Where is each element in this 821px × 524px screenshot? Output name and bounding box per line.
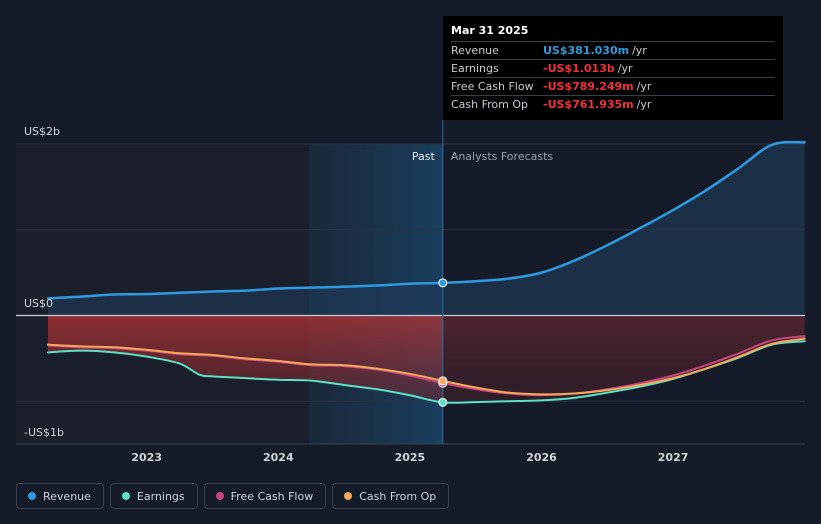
revenue-area bbox=[48, 142, 805, 316]
series-line-revenue bbox=[46, 140, 806, 300]
tooltip-label: Cash From Op bbox=[451, 97, 529, 111]
tooltip-label: Earnings bbox=[451, 61, 499, 75]
tooltip-unit: /yr bbox=[632, 43, 647, 57]
negative-area-forecast-fill bbox=[443, 315, 805, 403]
x-tick-label: 2027 bbox=[658, 451, 689, 464]
legend-label: Cash From Op bbox=[359, 489, 437, 503]
chart-legend: Revenue Earnings Free Cash Flow Cash Fro… bbox=[16, 483, 450, 509]
legend-label: Earnings bbox=[136, 489, 185, 503]
tooltip-row-cash-from-op: Cash From Op -US$761.935m /yr bbox=[451, 95, 775, 113]
legend-item-revenue[interactable]: Revenue bbox=[16, 483, 104, 509]
series-line-cash-from-op bbox=[47, 337, 806, 396]
negative-area-forecast bbox=[443, 315, 805, 403]
past-label: Past bbox=[412, 150, 436, 163]
tooltip-label: Revenue bbox=[451, 43, 499, 57]
legend-label: Free Cash Flow bbox=[230, 489, 314, 503]
legend-label: Revenue bbox=[43, 489, 91, 503]
tooltip-value: -US$761.935m bbox=[543, 97, 634, 111]
x-tick-label: 2024 bbox=[263, 451, 294, 464]
legend-item-free-cash-flow[interactable]: Free Cash Flow bbox=[203, 483, 327, 509]
highlight-point-revenue bbox=[438, 278, 448, 288]
x-tick-label: 2026 bbox=[526, 451, 557, 464]
tooltip-row-revenue: Revenue US$381.030m /yr bbox=[451, 41, 775, 59]
y-axis-label: US$0 bbox=[24, 297, 53, 310]
y-axis-label: -US$1b bbox=[24, 426, 64, 439]
legend-item-cash-from-op[interactable]: Cash From Op bbox=[332, 483, 450, 509]
tooltip-unit: /yr bbox=[636, 79, 652, 93]
cash-from-op-dot-icon bbox=[344, 492, 353, 500]
financial-chart: US$2b US$0 -US$1b 2023 2024 2025 2026 2027 Past A… bbox=[16, 120, 806, 464]
revenue-dot-icon bbox=[28, 492, 36, 500]
tooltip-unit: /yr bbox=[617, 61, 633, 75]
tooltip-value: US$381.030m bbox=[543, 43, 630, 57]
tooltip-row-earnings: Earnings -US$1.013b /yr bbox=[451, 59, 775, 77]
tooltip-date: Mar 31 2025 bbox=[451, 24, 529, 37]
tooltip-panel: Mar 31 2025 Revenue US$381.030m /yr Earn… bbox=[443, 16, 783, 120]
y-axis-label: US$2b bbox=[24, 125, 60, 138]
forecast-label: Analysts Forecasts bbox=[451, 150, 554, 163]
tooltip-unit: /yr bbox=[636, 97, 652, 111]
tooltip-value: -US$789.249m bbox=[543, 79, 634, 93]
tooltip-row-free-cash-flow: Free Cash Flow -US$789.249m /yr bbox=[451, 77, 775, 95]
x-tick-label: 2023 bbox=[131, 451, 162, 464]
free-cash-flow-dot-icon bbox=[215, 492, 224, 500]
tooltip-value: -US$1.013b bbox=[543, 61, 615, 75]
x-tick-label: 2025 bbox=[395, 451, 426, 464]
legend-item-earnings[interactable]: Earnings bbox=[109, 483, 198, 509]
earnings-dot-icon bbox=[121, 492, 130, 500]
tooltip-label: Free Cash Flow bbox=[451, 79, 534, 93]
highlight-point-cash-from-op bbox=[438, 376, 448, 386]
highlight-point-earnings bbox=[438, 397, 448, 407]
